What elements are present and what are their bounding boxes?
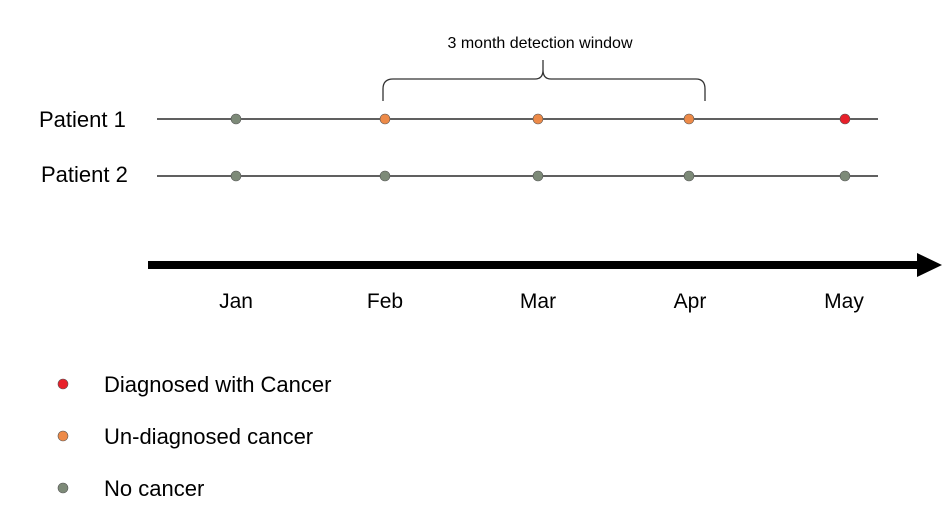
patient-2-label: Patient 2 — [41, 162, 128, 187]
legend-label-no-cancer: No cancer — [104, 476, 204, 501]
legend-swatch-no-cancer — [57, 482, 69, 494]
patient-2-may-dot — [839, 170, 851, 182]
patient-1-jan-dot — [230, 113, 242, 125]
patient-2-apr-dot — [683, 170, 695, 182]
legend-label-undiagnosed: Un-diagnosed cancer — [104, 424, 313, 449]
patient-2-mar-dot — [532, 170, 544, 182]
detection-window-label: 3 month detection window — [448, 35, 633, 52]
patient-1-mar-dot — [532, 113, 544, 125]
patient-row-1: Patient 1 — [39, 107, 878, 132]
patient-1-feb-dot — [379, 113, 391, 125]
patient-1-apr-dot — [683, 113, 695, 125]
month-label-mar: Mar — [520, 290, 556, 313]
patient-2-jan-dot — [230, 170, 242, 182]
month-label-jan: Jan — [219, 290, 253, 313]
legend-swatch-diagnosed — [57, 378, 69, 390]
legend-swatch-undiagnosed — [57, 430, 69, 442]
month-label-apr: Apr — [674, 290, 707, 313]
patient-1-label: Patient 1 — [39, 107, 126, 132]
legend-label-diagnosed: Diagnosed with Cancer — [104, 372, 331, 397]
patient-1-may-dot — [839, 113, 851, 125]
month-label-may: May — [824, 290, 864, 313]
patient-row-2: Patient 2 — [41, 162, 878, 187]
time-axis-arrowhead — [917, 253, 942, 277]
patient-2-feb-dot — [379, 170, 391, 182]
detection-window-brace — [382, 60, 706, 101]
legend: Diagnosed with Cancer Un-diagnosed cance… — [57, 372, 331, 501]
month-label-feb: Feb — [367, 290, 403, 313]
